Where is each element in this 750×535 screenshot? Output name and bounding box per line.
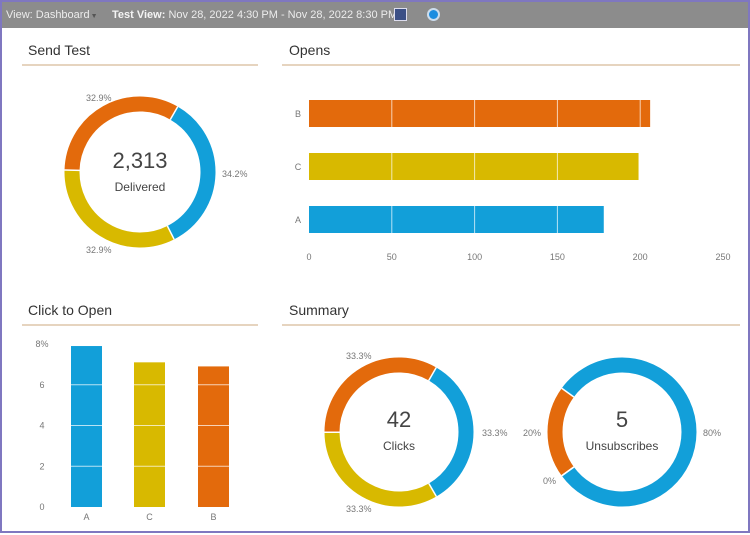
send-test-c-label: 32.9% xyxy=(86,245,112,255)
unsub-c-label: 0% xyxy=(543,476,556,486)
unsub-b-label: 20% xyxy=(523,428,541,438)
clicks-label: Clicks xyxy=(349,439,449,453)
clicks-b-label: 33.3% xyxy=(346,351,372,361)
unsubscribes-total: 5 xyxy=(572,407,672,433)
opens-category-label-B: B xyxy=(295,109,301,119)
click-to-open-y-tick: 8% xyxy=(35,339,48,349)
click-to-open-y-tick: 6 xyxy=(39,380,44,390)
opens-x-tick: 150 xyxy=(550,252,565,262)
click-to-open-category-label-B: B xyxy=(210,512,216,522)
opens-x-tick: 200 xyxy=(633,252,648,262)
send-test-b-label: 32.9% xyxy=(86,93,112,103)
click-to-open-bar-C xyxy=(134,362,165,507)
opens-category-label-A: A xyxy=(295,215,301,225)
click-to-open-category-label-A: A xyxy=(83,512,89,522)
opens-bar-B xyxy=(309,100,650,127)
opens-x-tick: 250 xyxy=(715,252,730,262)
opens-bar-A xyxy=(309,206,604,233)
clicks-total: 42 xyxy=(349,407,449,433)
opens-category-label-C: C xyxy=(295,162,302,172)
opens-x-tick: 50 xyxy=(387,252,397,262)
unsubscribes-donut-segment-B xyxy=(555,393,568,472)
opens-bar-C xyxy=(309,153,639,180)
clicks-c-label: 33.3% xyxy=(346,504,372,514)
opens-x-tick: 100 xyxy=(467,252,482,262)
click-to-open-bar-B xyxy=(198,366,229,507)
clicks-a-label: 33.3% xyxy=(482,428,508,438)
click-to-open-category-label-C: C xyxy=(146,512,153,522)
delivered-label: Delivered xyxy=(90,180,190,194)
delivered-total: 2,313 xyxy=(90,148,190,174)
click-to-open-y-tick: 2 xyxy=(39,461,44,471)
opens-x-tick: 0 xyxy=(306,252,311,262)
unsub-a-label: 80% xyxy=(703,428,721,438)
send-test-a-label: 34.2% xyxy=(222,169,248,179)
unsubscribes-label: Unsubscribes xyxy=(562,439,682,453)
click-to-open-y-tick: 4 xyxy=(39,421,44,431)
click-to-open-y-tick: 0 xyxy=(39,502,44,512)
click-to-open-bar-A xyxy=(71,346,102,507)
